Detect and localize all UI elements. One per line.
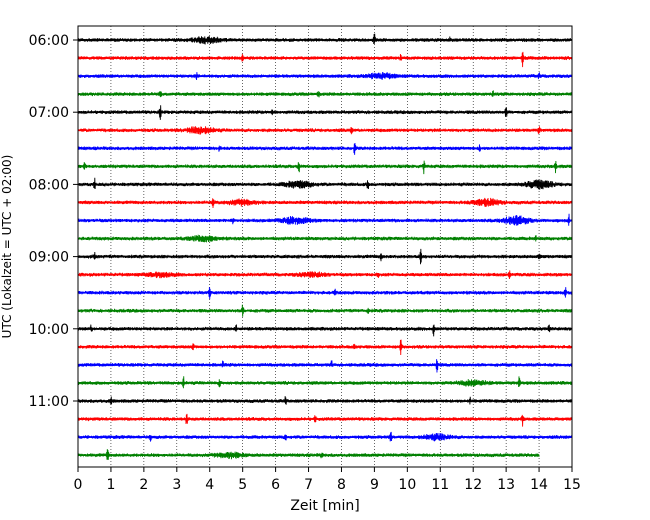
trace-line: [77, 431, 573, 442]
x-tick-label: 0: [74, 477, 83, 493]
x-tick-label: 7: [304, 477, 313, 493]
x-tick-label: 15: [563, 477, 581, 493]
trace-line: [77, 142, 573, 155]
trace-line: [77, 287, 573, 300]
trace-line: [77, 324, 573, 337]
y-tick-label: 08:00: [29, 177, 69, 193]
y-tick-label: 11:00: [29, 394, 69, 410]
trace-line: [77, 270, 573, 280]
x-axis: 0 1 2 3 4 5 6 7 8 9 10 11 12 13 14 15: [74, 467, 581, 493]
trace-line: [77, 234, 573, 243]
y-tick-label: 10:00: [29, 322, 69, 338]
x-tick-label: 11: [431, 477, 449, 493]
x-tick-label: 4: [205, 477, 214, 493]
x-tick-label: 6: [271, 477, 280, 493]
trace-line: [77, 359, 573, 373]
x-tick-label: 3: [172, 477, 181, 493]
trace-line: [77, 197, 573, 208]
y-tick-label: 07:00: [29, 105, 69, 121]
y-tick-label: 06:00: [29, 33, 69, 49]
trace-line: [77, 126, 573, 135]
y-tick-label: 09:00: [29, 250, 69, 266]
x-tick-label: 14: [530, 477, 548, 493]
trace-line: [77, 376, 573, 389]
y-axis: 06:00 07:00 08:00 09:00 10:00 11:00: [29, 33, 78, 410]
x-tick-label: 1: [106, 477, 115, 493]
trace-line: [77, 248, 573, 265]
x-tick-label: 5: [238, 477, 247, 493]
trace-line: [77, 160, 573, 175]
x-tick-label: 12: [464, 477, 482, 493]
x-tick-label: 2: [139, 477, 148, 493]
x-tick-label: 10: [398, 477, 416, 493]
y-axis-label: UTC (Lokalzeit = UTC + 02:00): [0, 155, 14, 339]
trace-line: [77, 33, 573, 45]
trace-group: [77, 33, 573, 460]
trace-line: [77, 304, 573, 317]
x-axis-label: Zeit [min]: [290, 498, 359, 514]
plot-frame: [77, 25, 573, 468]
x-tick-label: 8: [337, 477, 346, 493]
x-tick-label: 13: [497, 477, 515, 493]
trace-line: [77, 413, 573, 427]
trace-line: [77, 51, 573, 68]
x-tick-label: 9: [370, 477, 379, 493]
